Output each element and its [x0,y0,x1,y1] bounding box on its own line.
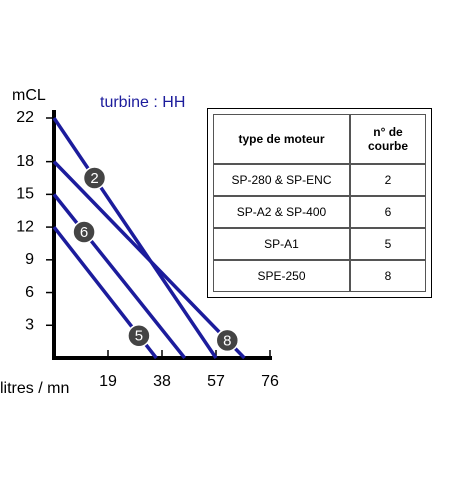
curve-marker [72,220,96,244]
chart-title: turbine : HH [100,94,185,111]
x-tick-label: 57 [207,373,225,390]
cell: SP-A1 [213,228,350,260]
table: type de moteur n° de courbe SP-280 & SP-E… [213,114,426,292]
y-tick-label: 3 [25,316,34,333]
cell: SP-A2 & SP-400 [213,196,350,228]
cell: SP-280 & SP-ENC [213,164,350,196]
y-tick-label: 15 [16,186,34,203]
x-tick-label: 76 [261,373,279,390]
curve-marker [127,323,151,348]
curve-marker [82,166,107,190]
data-line [52,193,187,360]
curve-marker [215,328,240,353]
data-line [52,160,246,360]
cell: SPE-250 [213,260,350,292]
cell: 6 [350,196,426,228]
x-axis-label: litres / mn [0,380,69,397]
y-tick-label: 22 [16,109,34,126]
curve-label: 8 [223,332,231,349]
y-axis-label: mCL [12,87,46,104]
y-tick-label: 6 [25,284,34,301]
y-tick-label: 12 [16,218,34,235]
curve-label: 6 [80,224,88,241]
curve-label: 5 [135,328,143,345]
x-tick-label: 19 [99,373,117,390]
cell: 8 [350,260,426,292]
y-tick-label: 9 [25,251,34,268]
cell: 5 [350,228,426,260]
header-cell: n° de courbe [350,114,426,164]
data-line [52,117,218,359]
curve-label: 2 [90,170,98,187]
x-tick-label: 38 [153,373,171,390]
y-tick-label: 18 [16,153,34,170]
legend-table: type de moteur n° de courbe SP-280 & SP-E… [207,108,432,298]
cell: 2 [350,164,426,196]
header-cell: type de moteur [213,114,350,164]
